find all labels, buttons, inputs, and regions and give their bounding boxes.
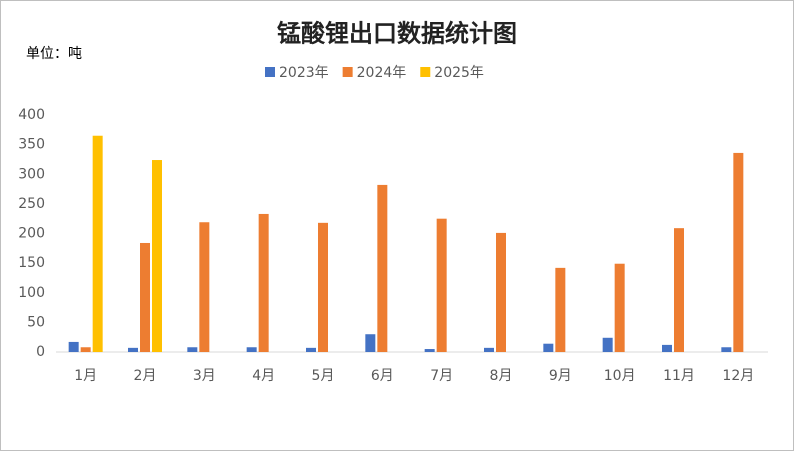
chart-title: 锰酸锂出口数据统计图 (277, 19, 517, 48)
bar (128, 347, 138, 352)
bar (92, 135, 103, 352)
x-tick-label: 9月 (549, 368, 572, 384)
bar (318, 222, 328, 352)
unit-label: 单位：吨 (26, 46, 82, 62)
legend-swatch (265, 67, 275, 77)
y-tick-label: 150 (18, 255, 45, 271)
x-tick-label: 1月 (74, 368, 97, 384)
bar (199, 222, 210, 352)
bar (733, 152, 744, 352)
legend-swatch (420, 67, 431, 77)
bar (140, 242, 150, 352)
bar (258, 213, 269, 352)
y-tick-label: 350 (18, 137, 45, 153)
y-tick-label: 250 (18, 196, 45, 212)
bar (543, 343, 554, 352)
x-tick-label: 7月 (430, 368, 453, 384)
bar (555, 267, 566, 352)
x-tick-label: 4月 (252, 368, 275, 384)
x-tick-label: 8月 (490, 368, 513, 384)
y-tick-label: 200 (18, 226, 45, 242)
y-tick-label: 400 (18, 107, 45, 123)
y-tick-label: 0 (36, 344, 45, 360)
x-tick-label: 10月 (604, 368, 636, 384)
x-tick-label: 5月 (312, 368, 335, 384)
bar (424, 349, 435, 352)
x-tick-label: 2月 (134, 368, 157, 384)
y-tick-label: 50 (27, 314, 45, 330)
legend-swatch (342, 67, 353, 77)
bar (377, 184, 388, 352)
bar (436, 218, 447, 352)
bar (674, 228, 684, 352)
bar (484, 347, 494, 352)
x-tick-label: 11月 (663, 368, 695, 384)
bar (80, 347, 91, 352)
legend-label: 2024年 (357, 65, 407, 81)
bar (68, 341, 79, 352)
x-tick-label: 12月 (722, 368, 754, 384)
bar (306, 347, 316, 352)
bar (246, 347, 257, 352)
y-tick-label: 100 (18, 285, 45, 301)
bar (721, 347, 732, 352)
x-tick-label: 3月 (193, 368, 216, 384)
bar (365, 334, 376, 352)
x-tick-label: 6月 (371, 368, 394, 384)
legend-label: 2023年 (279, 65, 329, 81)
bar (614, 263, 625, 352)
bar (187, 347, 198, 352)
bar (662, 344, 672, 352)
y-tick-label: 300 (18, 166, 45, 182)
bar (496, 232, 506, 352)
bar (602, 337, 613, 352)
bar (152, 160, 162, 352)
legend-label: 2025年 (434, 65, 484, 81)
